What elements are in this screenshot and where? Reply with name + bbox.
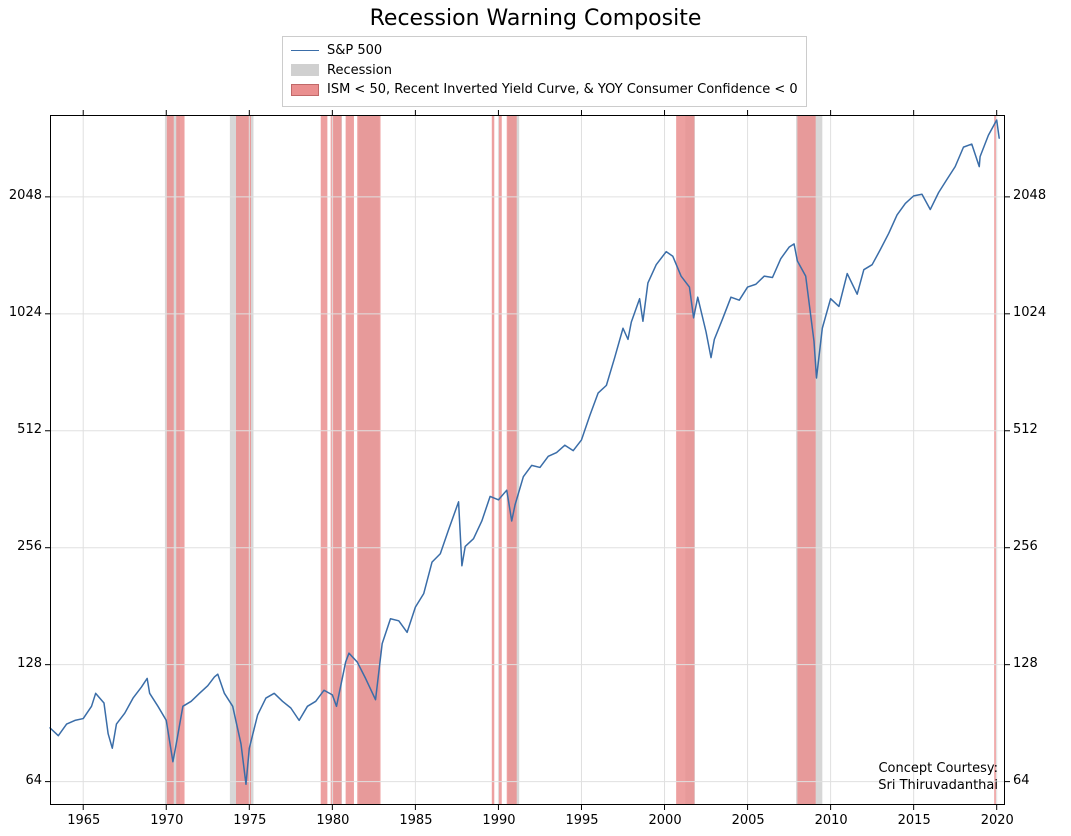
y-tick-label-right: 2048 <box>1013 188 1046 203</box>
chart-title: Recession Warning Composite <box>0 6 1071 31</box>
x-tick-label: 2000 <box>649 813 682 828</box>
legend-swatch-patch <box>291 64 319 76</box>
y-tick-label-right: 1024 <box>1013 305 1046 320</box>
x-tick-label: 2010 <box>815 813 848 828</box>
legend-item: ISM < 50, Recent Inverted Yield Curve, &… <box>291 80 798 100</box>
plot-svg <box>50 115 1005 805</box>
legend-item: S&P 500 <box>291 41 798 61</box>
x-tick-label: 1970 <box>150 813 183 828</box>
y-tick-label-left: 128 <box>17 656 42 671</box>
plot-area <box>50 115 1005 805</box>
x-tick-label: 1995 <box>565 813 598 828</box>
chart-container: Recession Warning Composite S&P 500Reces… <box>0 0 1071 836</box>
annotation-line: Sri Thiruvadanthai <box>878 778 998 795</box>
y-tick-label-right: 512 <box>1013 422 1038 437</box>
annotation-credit: Concept Courtesy:Sri Thiruvadanthai <box>878 761 998 795</box>
y-tick-label-left: 512 <box>17 422 42 437</box>
legend-swatch-patch <box>291 84 319 96</box>
legend-swatch-line <box>291 50 319 51</box>
x-tick-label: 2020 <box>981 813 1014 828</box>
legend-label: S&P 500 <box>327 41 382 61</box>
legend-item: Recession <box>291 61 798 81</box>
y-tick-label-left: 256 <box>17 539 42 554</box>
legend-label: ISM < 50, Recent Inverted Yield Curve, &… <box>327 80 798 100</box>
x-tick-label: 1980 <box>316 813 349 828</box>
y-tick-label-right: 128 <box>1013 656 1038 671</box>
y-tick-label-left: 64 <box>25 773 42 788</box>
legend-label: Recession <box>327 61 392 81</box>
y-tick-label-left: 2048 <box>9 188 42 203</box>
y-tick-label-left: 1024 <box>9 305 42 320</box>
x-tick-label: 1975 <box>233 813 266 828</box>
x-tick-label: 2005 <box>732 813 765 828</box>
y-tick-label-right: 256 <box>1013 539 1038 554</box>
annotation-line: Concept Courtesy: <box>878 761 998 778</box>
x-tick-label: 1965 <box>67 813 100 828</box>
x-tick-label: 1985 <box>399 813 432 828</box>
legend: S&P 500RecessionISM < 50, Recent Inverte… <box>282 36 807 107</box>
x-tick-label: 1990 <box>482 813 515 828</box>
y-tick-label-right: 64 <box>1013 773 1030 788</box>
x-tick-label: 2015 <box>898 813 931 828</box>
